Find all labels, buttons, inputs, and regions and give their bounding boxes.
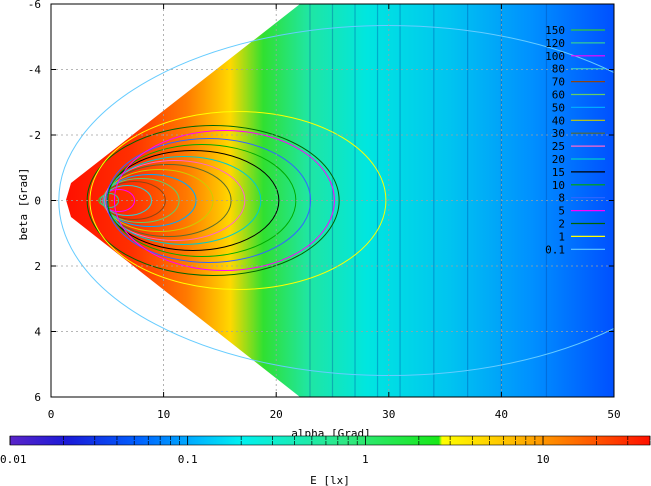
legend-label: 15 bbox=[552, 166, 565, 179]
colorbar-tick-label: 1 bbox=[362, 453, 369, 466]
y-tick-label: 0 bbox=[34, 195, 41, 208]
x-tick-label: 40 bbox=[495, 408, 508, 421]
colorbar: 0.01 0.1 1 10 E [lx] bbox=[0, 435, 651, 486]
contour-line bbox=[113, 130, 335, 271]
legend-label: 150 bbox=[545, 24, 565, 37]
legend-label: 50 bbox=[552, 101, 565, 114]
legend-label: 80 bbox=[552, 63, 565, 76]
colorbar-tick-label: 0.01 bbox=[0, 453, 27, 466]
legend-label: 20 bbox=[552, 153, 565, 166]
colorbar-tick-label: 0.1 bbox=[178, 453, 198, 466]
contour-line bbox=[89, 111, 387, 290]
x-axis-ticks: 0 10 20 30 40 50 bbox=[48, 4, 621, 421]
colorbar-ticks: 0.01 0.1 1 10 bbox=[0, 436, 651, 466]
x-tick-label: 0 bbox=[48, 408, 55, 421]
contour-line bbox=[104, 160, 246, 241]
legend-label: 8 bbox=[558, 192, 565, 205]
legend-label: 120 bbox=[545, 37, 565, 50]
legend-label: 40 bbox=[552, 114, 565, 127]
legend-label: 0.1 bbox=[545, 243, 565, 256]
y-tick-label: 6 bbox=[34, 391, 41, 404]
x-tick-label: 30 bbox=[382, 408, 395, 421]
y-axis-ticks: -6 -4 -2 0 2 4 6 bbox=[28, 0, 614, 404]
grid-lines bbox=[51, 4, 614, 397]
legend-label: 10 bbox=[552, 179, 565, 192]
legend-label: 2 bbox=[558, 218, 565, 231]
y-tick-label: -2 bbox=[28, 129, 41, 142]
y-axis-label: beta [Grad] bbox=[17, 168, 30, 241]
x-tick-label: 50 bbox=[607, 408, 620, 421]
contour-line bbox=[102, 178, 180, 223]
colorbar-tick-label: 10 bbox=[536, 453, 549, 466]
y-tick-label: -6 bbox=[28, 0, 41, 11]
y-tick-label: 4 bbox=[34, 326, 41, 339]
legend-label: 60 bbox=[552, 89, 565, 102]
legend-label: 30 bbox=[552, 127, 565, 140]
legend-label: 1 bbox=[558, 230, 565, 243]
legend-label: 25 bbox=[552, 140, 565, 153]
legend-label: 5 bbox=[558, 205, 565, 218]
contour-line bbox=[100, 193, 120, 208]
illuminance-beam bbox=[66, 4, 614, 397]
y-tick-label: -4 bbox=[28, 64, 42, 77]
colorbar-gradient bbox=[9, 435, 651, 446]
x-tick-label: 20 bbox=[270, 408, 283, 421]
y-tick-label: 2 bbox=[34, 260, 41, 273]
legend-label: 100 bbox=[545, 50, 565, 63]
x-tick-label: 10 bbox=[157, 408, 170, 421]
colorbar-label: E [lx] bbox=[310, 474, 350, 486]
legend-label: 70 bbox=[552, 76, 565, 89]
